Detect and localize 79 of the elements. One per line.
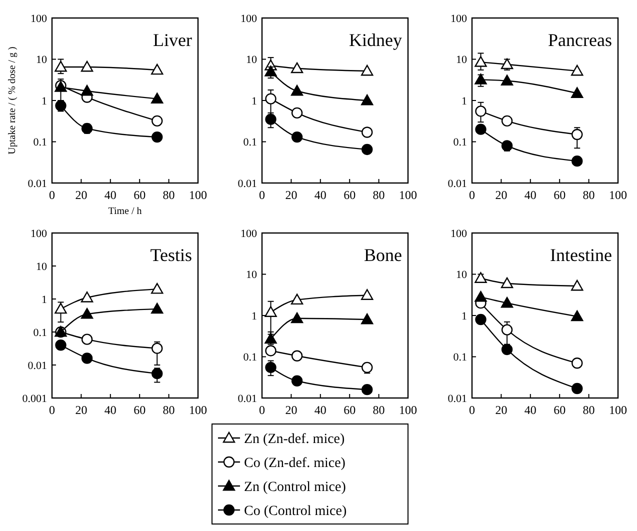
y-tick-label: 0.01 <box>448 178 467 190</box>
x-tick-label: 80 <box>582 403 595 417</box>
y-tick-label: 100 <box>240 12 258 25</box>
x-tick-label: 100 <box>189 188 207 202</box>
x-tick-label: 0 <box>259 403 265 417</box>
legend-label: Zn (Control mice) <box>244 480 346 495</box>
y-tick-label: 100 <box>240 228 258 240</box>
x-tick-label: 0 <box>469 403 475 417</box>
x-tick-label: 100 <box>399 403 417 417</box>
legend-label: Zn (Zn-def. mice) <box>244 432 346 447</box>
y-tick-label: 0.01 <box>238 178 257 190</box>
y-tick-label: 0.01 <box>28 178 47 190</box>
x-tick-label: 20 <box>495 403 508 417</box>
text: Testis <box>150 245 192 265</box>
y-tick-label: 1 <box>252 95 257 108</box>
y-tick-label: 0.01 <box>28 360 47 372</box>
y-tick-label: 1 <box>252 310 257 322</box>
x-tick-label: 40 <box>104 403 116 417</box>
x-tick-label: 0 <box>49 403 55 417</box>
y-tick-label: 0.1 <box>33 136 47 149</box>
text: Bone <box>364 245 402 265</box>
x-tick-label: 20 <box>285 188 298 202</box>
y-tick-label: 0.1 <box>243 352 257 364</box>
y-tick-label: 0.1 <box>453 136 467 149</box>
x-tick-label: 40 <box>104 188 116 202</box>
x-axis-title: Time / h <box>108 206 142 217</box>
x-tick-label: 100 <box>609 403 627 417</box>
y-tick-label: 0.1 <box>33 326 47 339</box>
y-tick-label: 0.1 <box>243 136 257 149</box>
x-tick-label: 60 <box>344 188 356 202</box>
x-tick-label: 80 <box>162 188 175 202</box>
x-tick-label: 0 <box>259 188 265 202</box>
x-tick-label: 40 <box>524 188 536 202</box>
x-tick-label: 80 <box>582 188 595 202</box>
legend-label: Co (Zn-def. mice) <box>244 456 346 471</box>
x-tick-label: 80 <box>372 403 385 417</box>
x-tick-label: 0 <box>49 188 55 202</box>
x-tick-label: 80 <box>372 188 385 202</box>
x-tick-label: 0 <box>469 188 475 202</box>
x-tick-label: 60 <box>554 403 566 417</box>
legend-label: Co (Control mice) <box>244 504 347 519</box>
text: Kidney <box>349 30 402 50</box>
y-tick-label: 100 <box>450 228 468 240</box>
y-tick-label: 0.01 <box>238 392 257 405</box>
y-tick-label: 10 <box>246 54 258 66</box>
x-tick-label: 20 <box>495 188 508 202</box>
text: Intestine <box>550 245 612 265</box>
x-tick-label: 40 <box>314 188 326 202</box>
x-tick-label: 60 <box>134 403 146 417</box>
y-axis-title: Uptake rate / ( % dose / g ) <box>7 46 18 154</box>
y-tick-label: 1 <box>42 294 47 306</box>
y-tick-label: 1 <box>462 95 467 108</box>
x-tick-label: 60 <box>344 403 356 417</box>
x-tick-label: 20 <box>75 188 88 202</box>
y-tick-label: 0.1 <box>453 352 467 364</box>
y-tick-label: 100 <box>450 12 468 25</box>
y-tick-label: 10 <box>456 54 468 66</box>
x-tick-label: 80 <box>162 403 175 417</box>
x-tick-label: 40 <box>524 403 536 417</box>
x-tick-label: 40 <box>314 403 326 417</box>
x-tick-label: 100 <box>399 188 417 202</box>
text: Liver <box>153 30 192 50</box>
x-tick-label: 100 <box>609 188 627 202</box>
x-tick-label: 20 <box>285 403 298 417</box>
y-tick-label: 10 <box>246 269 258 282</box>
x-tick-label: 20 <box>75 403 88 417</box>
y-tick-label: 1 <box>42 95 47 108</box>
y-tick-label: 100 <box>30 228 48 240</box>
y-tick-label: 10 <box>456 269 468 282</box>
y-tick-label: 1 <box>462 310 467 322</box>
y-tick-label: 0.01 <box>448 392 467 405</box>
y-tick-label: 0.001 <box>22 392 47 405</box>
x-tick-label: 100 <box>189 403 207 417</box>
text: Pancreas <box>548 30 612 50</box>
x-tick-label: 60 <box>554 188 566 202</box>
y-tick-label: 10 <box>36 54 48 66</box>
y-tick-label: 10 <box>36 260 48 273</box>
x-tick-label: 60 <box>134 188 146 202</box>
y-tick-label: 100 <box>30 12 48 25</box>
